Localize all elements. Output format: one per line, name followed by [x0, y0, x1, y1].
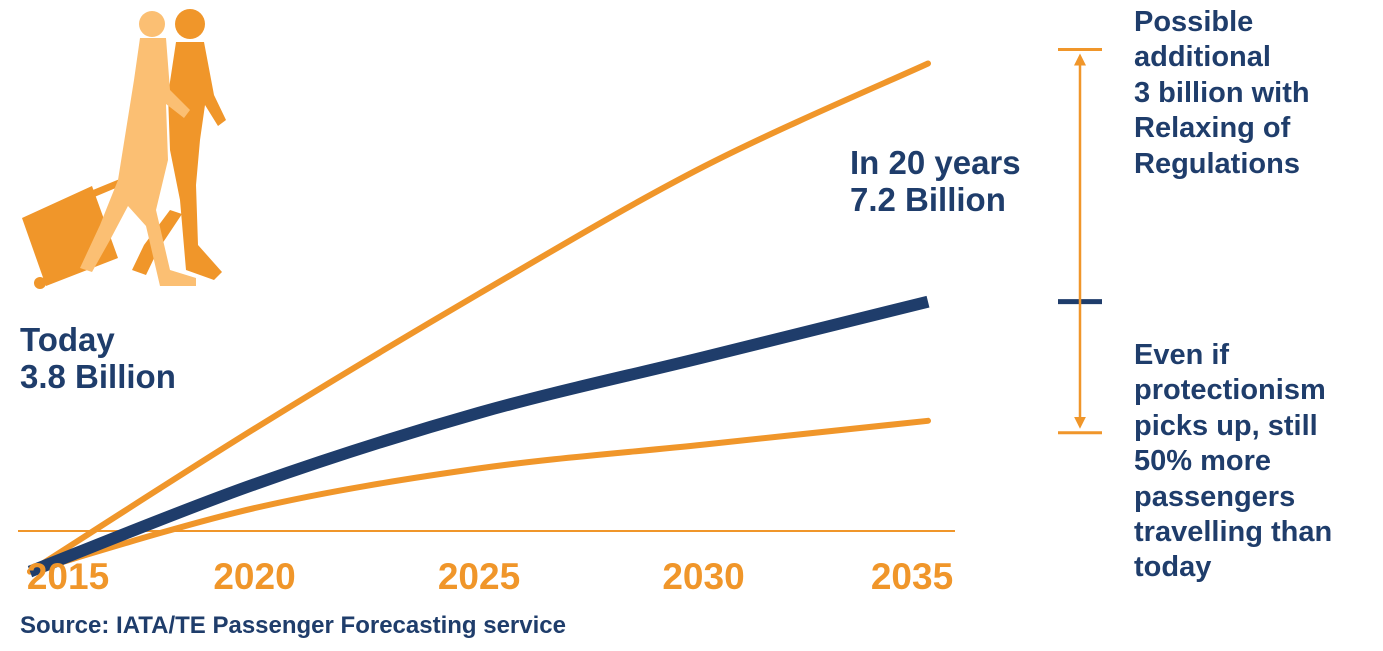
annotation-downside: Even if protectionism picks up, still 50… — [1134, 338, 1379, 586]
series-line-upper — [27, 60, 931, 575]
x-tick-label: 2035 — [870, 556, 954, 597]
annotation-downside-line: protectionism — [1134, 374, 1326, 407]
annotation-downside-line: 50% more — [1134, 445, 1272, 478]
annotation-today-line: 3.8 Billion — [20, 357, 176, 395]
annotation-downside-line: Even if — [1134, 339, 1230, 371]
x-tick-label: 2025 — [437, 556, 521, 597]
series-line-lower — [27, 417, 931, 575]
x-tick-label: 2020 — [213, 556, 296, 597]
annotation-upside-line: Relaxing of — [1134, 112, 1291, 145]
annotation-downside-line: today — [1134, 551, 1212, 584]
x-tick-label: 2030 — [662, 556, 745, 597]
annotation-downside-line: picks up, still — [1134, 409, 1318, 442]
x-tick-label: 2015 — [26, 556, 110, 597]
series-line-base — [27, 295, 930, 578]
annotation-today: Today 3.8 Billion — [20, 321, 176, 396]
annotation-downside-line: travelling than — [1134, 515, 1333, 548]
annotation-downside-line: passengers — [1134, 480, 1296, 513]
annotation-upside-line: 3 billion with — [1134, 76, 1310, 109]
annotation-upside: Possible additional 3 billion with Relax… — [1134, 5, 1379, 182]
annotation-in-20-years: In 20 years 7.2 Billion — [850, 144, 1021, 219]
travellers-silhouette-icon — [22, 9, 226, 289]
annotation-upside-line: Regulations — [1134, 147, 1300, 180]
annotation-in-20-years-line: 7.2 Billion — [850, 180, 1006, 218]
range-bracket — [1058, 48, 1102, 435]
annotation-upside-line: Possible — [1134, 6, 1254, 38]
annotation-upside-line: additional — [1134, 41, 1271, 74]
source-note: Source: IATA/TE Passenger Forecasting se… — [20, 612, 566, 639]
annotation-today-line: Today — [20, 321, 115, 358]
annotation-in-20-years-line: In 20 years — [850, 144, 1021, 181]
